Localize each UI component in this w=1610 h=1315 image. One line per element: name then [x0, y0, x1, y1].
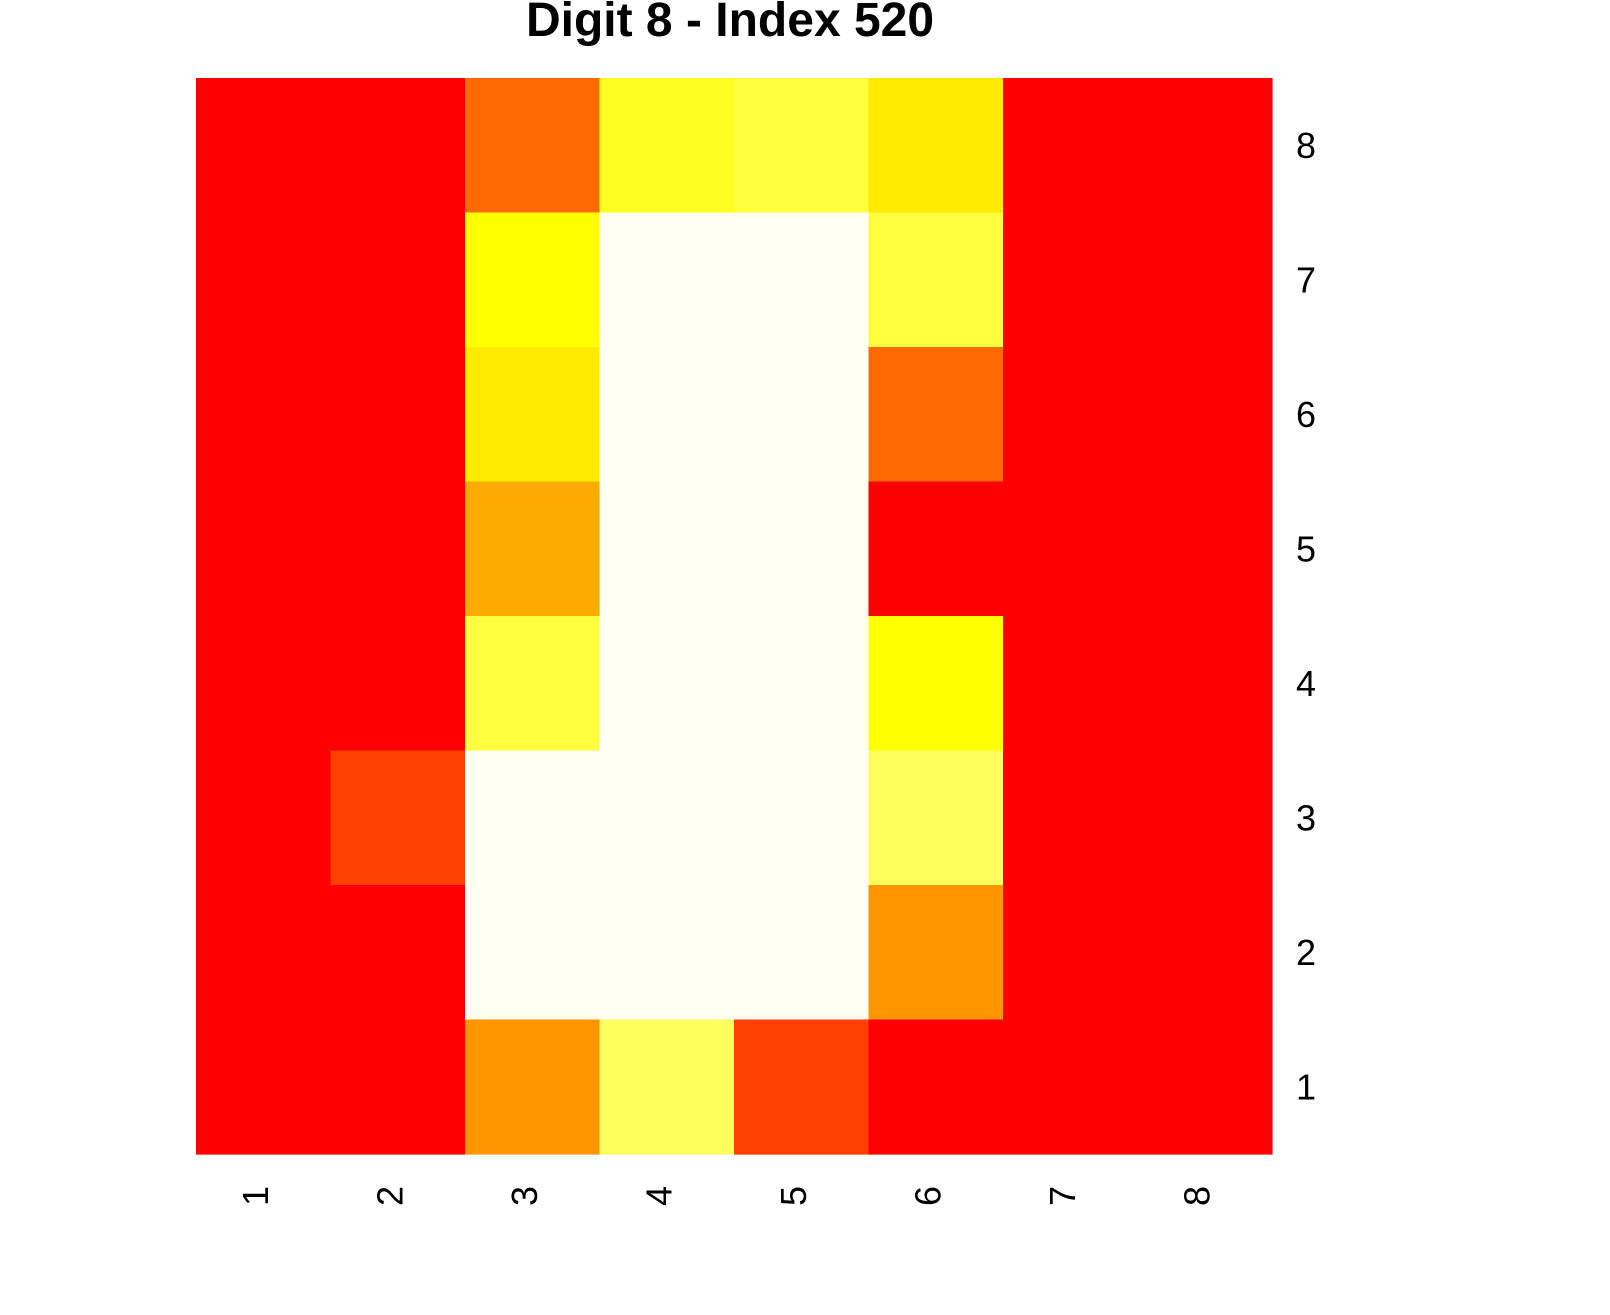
heatmap-cell: [734, 347, 870, 483]
heatmap-cell: [1137, 481, 1273, 617]
heatmap-cell: [868, 616, 1004, 752]
y-axis-tick-labels: 1 2 3 4 5 6 7 8: [1296, 125, 1316, 1108]
heatmap-cell: [1003, 885, 1139, 1021]
x-tick-label: 8: [1176, 1186, 1217, 1206]
heatmap-cell: [196, 616, 332, 752]
x-tick-label: 4: [638, 1186, 679, 1206]
chart-title: Digit 8 - Index 520: [526, 0, 934, 47]
y-tick-label: 4: [1296, 663, 1316, 704]
heatmap-cell: [330, 347, 466, 483]
heatmap-cell: [330, 616, 466, 752]
heatmap-cell: [330, 78, 466, 214]
heatmap-cell: [868, 78, 1004, 214]
heatmap-cell: [465, 212, 601, 348]
heatmap-cell: [196, 212, 332, 348]
y-tick-label: 8: [1296, 125, 1316, 166]
x-tick-label: 7: [1042, 1186, 1083, 1206]
heatmap-cell: [868, 347, 1004, 483]
heatmap-cell: [599, 212, 735, 348]
heatmap-cell: [1003, 212, 1139, 348]
heatmap-cell: [599, 347, 735, 483]
heatmap-cell: [330, 885, 466, 1021]
heatmap-cell: [599, 78, 735, 214]
heatmap-cell: [196, 78, 332, 214]
heatmap-cell: [196, 481, 332, 617]
heatmap-cell: [599, 1019, 735, 1155]
heatmap-cell: [465, 616, 601, 752]
heatmap-cell: [734, 885, 870, 1021]
heatmap-cell: [1137, 212, 1273, 348]
heatmap-cell: [1003, 78, 1139, 214]
y-tick-label: 6: [1296, 394, 1316, 435]
y-tick-label: 5: [1296, 528, 1316, 569]
heatmap-cell: [868, 481, 1004, 617]
x-axis-tick-labels: 1 2 3 4 5 6 7 8: [235, 1186, 1218, 1206]
heatmap-cell: [465, 481, 601, 617]
heatmap-cell: [330, 212, 466, 348]
heatmap-cell: [868, 1019, 1004, 1155]
heatmap-cell: [868, 212, 1004, 348]
heatmap-cell: [330, 1019, 466, 1155]
heatmap-cell: [599, 616, 735, 752]
x-tick-label: 1: [235, 1186, 276, 1206]
heatmap-cell: [196, 347, 332, 483]
heatmap-cell: [1137, 347, 1273, 483]
y-tick-label: 1: [1296, 1066, 1316, 1107]
heatmap-cell: [1003, 347, 1139, 483]
heatmap-cell: [1137, 750, 1273, 886]
heatmap-cells: [196, 78, 1273, 1155]
heatmap-cell: [196, 750, 332, 886]
heatmap-cell: [465, 347, 601, 483]
heatmap-cell: [734, 481, 870, 617]
heatmap-cell: [465, 885, 601, 1021]
heatmap-cell: [599, 885, 735, 1021]
heatmap-cell: [1003, 616, 1139, 752]
heatmap-cell: [330, 481, 466, 617]
heatmap-cell: [868, 750, 1004, 886]
heatmap-cell: [196, 1019, 332, 1155]
heatmap-cell: [1137, 1019, 1273, 1155]
heatmap-cell: [599, 750, 735, 886]
heatmap-cell: [734, 212, 870, 348]
heatmap-cell: [1003, 1019, 1139, 1155]
heatmap-cell: [734, 78, 870, 214]
heatmap-cell: [465, 1019, 601, 1155]
heatmap-cell: [1003, 481, 1139, 617]
heatmap-cell: [1137, 78, 1273, 214]
heatmap-cell: [196, 885, 332, 1021]
heatmap-cell: [465, 750, 601, 886]
y-tick-label: 3: [1296, 797, 1316, 838]
heatmap-cell: [734, 1019, 870, 1155]
heatmap-cell: [465, 78, 601, 214]
heatmap-cell: [330, 750, 466, 886]
heatmap-cell: [734, 616, 870, 752]
x-tick-label: 2: [369, 1186, 410, 1206]
x-tick-label: 5: [773, 1186, 814, 1206]
y-tick-label: 2: [1296, 932, 1316, 973]
heatmap-cell: [868, 885, 1004, 1021]
y-tick-label: 7: [1296, 259, 1316, 300]
x-tick-label: 3: [504, 1186, 545, 1206]
heatmap-cell: [734, 750, 870, 886]
heatmap-cell: [599, 481, 735, 617]
heatmap-cell: [1137, 616, 1273, 752]
heatmap-cell: [1003, 750, 1139, 886]
heatmap-cell: [1137, 885, 1273, 1021]
x-tick-label: 6: [907, 1186, 948, 1206]
